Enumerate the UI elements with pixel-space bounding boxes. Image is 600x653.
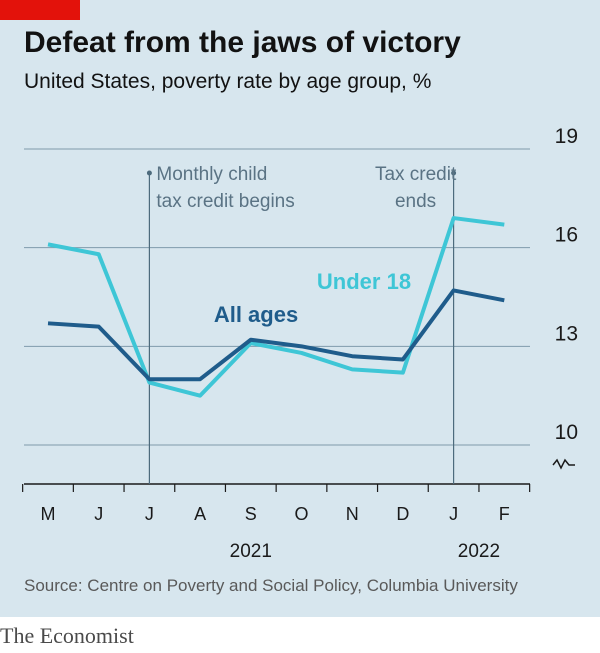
year-label: 2021	[230, 541, 272, 562]
series-line-under-18	[47, 216, 505, 398]
economist-logo: The Economist	[0, 623, 134, 648]
line-chart: 19 16 13 10 M J J A S O N D J F 2021 2022 Monthly child t…	[22, 125, 578, 562]
x-tick-label: J	[94, 504, 103, 524]
brand-red-tag	[0, 0, 80, 20]
y-tick-label: 16	[555, 224, 578, 247]
x-tick-label: M	[41, 504, 56, 524]
annotation-text: tax credit begins	[156, 191, 294, 212]
x-tick-label: O	[294, 504, 308, 524]
annotation-text: ends	[395, 191, 436, 212]
chart-subtitle: United States, poverty rate by age group…	[24, 70, 432, 93]
y-tick-label: 10	[555, 421, 578, 444]
x-tick-label: D	[396, 504, 409, 524]
x-tick-label: F	[499, 504, 510, 524]
series-line-all-ages	[47, 288, 505, 382]
x-tick-label: N	[346, 504, 359, 524]
x-tick-label: S	[245, 504, 257, 524]
series-label-under-18: Under 18	[317, 269, 411, 294]
annotation-marker	[451, 170, 457, 176]
chart-title: Defeat from the jaws of victory	[24, 26, 461, 59]
series-label-all-ages: All ages	[214, 302, 298, 327]
source-note: Source: Centre on Poverty and Social Pol…	[24, 576, 518, 595]
x-tick-label: A	[194, 504, 206, 524]
y-tick-label: 19	[555, 125, 578, 148]
year-label: 2022	[458, 541, 500, 562]
annotation-marker	[146, 170, 152, 176]
x-tick-label: J	[145, 504, 154, 524]
annotation-text: Tax credit	[375, 164, 457, 185]
axis-break-icon	[552, 458, 575, 470]
x-tick-label: J	[449, 504, 458, 524]
y-tick-label: 13	[555, 322, 578, 345]
annotation-text: Monthly child	[156, 164, 267, 185]
chart-background	[0, 0, 600, 617]
